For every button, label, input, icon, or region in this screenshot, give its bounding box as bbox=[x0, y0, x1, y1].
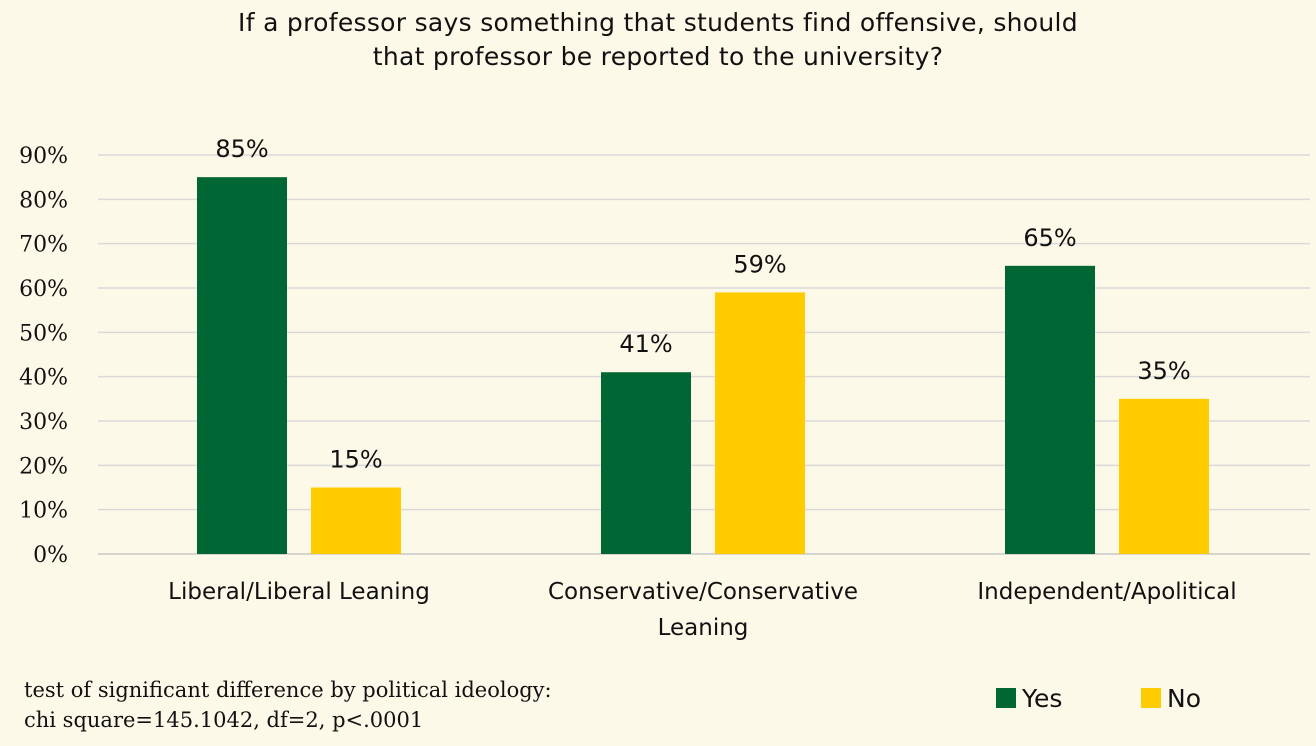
y-tick-label: 40% bbox=[19, 366, 68, 391]
data-label: 65% bbox=[1023, 224, 1076, 252]
bar-yes-1 bbox=[601, 372, 691, 554]
gridlines bbox=[98, 154, 1310, 555]
footnote-line-1: test of significant difference by politi… bbox=[24, 678, 552, 702]
data-label: 35% bbox=[1137, 357, 1190, 385]
y-tick-label: 50% bbox=[19, 321, 68, 346]
bars bbox=[197, 177, 1209, 554]
y-tick-label: 60% bbox=[19, 277, 68, 302]
bar-yes-2 bbox=[1005, 265, 1095, 554]
x-category-label: Independent/Apolitical bbox=[977, 579, 1236, 605]
data-label: 41% bbox=[619, 330, 672, 358]
y-tick-label: 80% bbox=[19, 188, 68, 213]
bar-yes-0 bbox=[197, 177, 287, 554]
y-tick-label: 10% bbox=[19, 499, 68, 524]
bar-no-2 bbox=[1119, 398, 1209, 554]
legend-swatch-no bbox=[1141, 688, 1161, 708]
x-category-label: Liberal/Liberal Leaning bbox=[168, 579, 430, 605]
legend-swatch-yes bbox=[996, 688, 1016, 708]
y-tick-label: 30% bbox=[19, 410, 68, 435]
chart-title-line-2: that professor be reported to the univer… bbox=[372, 42, 944, 71]
y-tick-label: 0% bbox=[33, 543, 68, 568]
bar-no-0 bbox=[311, 487, 401, 554]
data-label: 85% bbox=[215, 135, 268, 163]
bar-no-1 bbox=[715, 292, 805, 554]
x-category-label: Leaning bbox=[658, 615, 749, 641]
legend-label-yes: Yes bbox=[1021, 684, 1062, 713]
chart-title-line-1: If a professor says something that stude… bbox=[238, 8, 1078, 37]
legend: Yes No bbox=[996, 684, 1201, 713]
data-label: 15% bbox=[329, 446, 382, 474]
y-tick-label: 90% bbox=[19, 144, 68, 169]
y-axis-ticks: 0% 10% 20% 30% 40% 50% 60% 70% 80% 90% bbox=[19, 144, 68, 568]
x-axis-categories: Liberal/Liberal Leaning Conservative/Cons… bbox=[168, 579, 1236, 641]
data-labels: 85% 41% 65% 15% 59% 35% bbox=[215, 135, 1190, 473]
y-tick-label: 20% bbox=[19, 454, 68, 479]
footnote: test of significant difference by politi… bbox=[24, 675, 552, 735]
chart-title: If a professor says something that stude… bbox=[0, 6, 1316, 74]
data-label: 59% bbox=[733, 250, 786, 278]
footnote-line-2: chi square=145.1042, df=2, p<.0001 bbox=[24, 708, 424, 732]
legend-label-no: No bbox=[1167, 684, 1201, 713]
y-tick-label: 70% bbox=[19, 233, 68, 258]
x-category-label: Conservative/Conservative bbox=[548, 579, 858, 605]
